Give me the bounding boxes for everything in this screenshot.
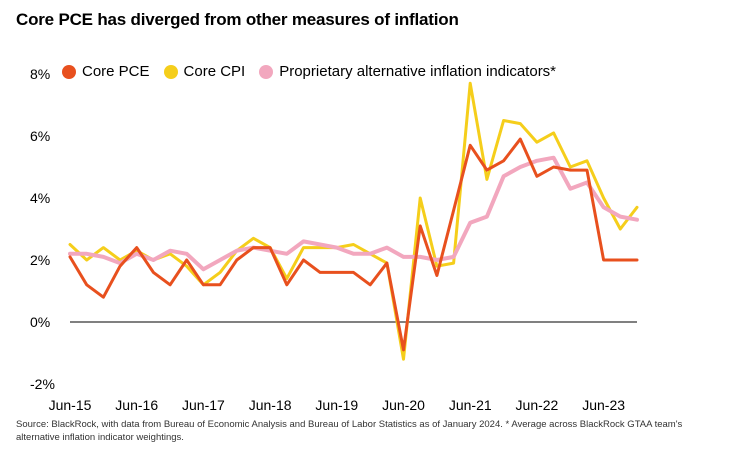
y-tick-label: 4% <box>30 190 50 206</box>
x-tick-label: Jun-20 <box>382 397 425 413</box>
chart-title: Core PCE has diverged from other measure… <box>16 10 459 29</box>
y-tick-label: 0% <box>30 314 50 330</box>
legend-item-core-cpi: Core CPI <box>163 63 246 80</box>
legend-swatch-core-cpi <box>163 64 178 79</box>
series-layer <box>68 81 639 361</box>
y-axis: 8% 6% 4% 2% 0% -2% <box>30 66 55 392</box>
x-tick-label: Jun-19 <box>315 397 358 413</box>
legend-label-core-cpi: Core CPI <box>183 63 246 80</box>
y-tick-label: 2% <box>30 252 50 268</box>
x-tick-label: Jun-18 <box>249 397 292 413</box>
x-tick-label: Jun-15 <box>49 397 92 413</box>
legend-item-core-pce: Core PCE <box>62 63 150 80</box>
legend-item-alt-indicators: Proprietary alternative inflation indica… <box>259 63 556 80</box>
legend-label-alt-indicators: Proprietary alternative inflation indica… <box>279 63 557 80</box>
x-tick-label: Jun-17 <box>182 397 225 413</box>
x-tick-label: Jun-23 <box>582 397 625 413</box>
source-note: Source: BlackRock, with data from Bureau… <box>16 419 683 443</box>
legend-swatch-alt-indicators <box>259 64 274 79</box>
y-tick-label: -2% <box>30 376 55 392</box>
x-tick-label: Jun-21 <box>449 397 492 413</box>
core-pce-line <box>68 137 639 352</box>
y-tick-label: 6% <box>30 128 50 144</box>
x-tick-label: Jun-16 <box>115 397 158 413</box>
alt-indicators-line <box>68 155 639 272</box>
y-tick-label: 8% <box>30 66 50 82</box>
legend-swatch-core-pce <box>62 64 76 79</box>
chart-legend: Core PCE Core CPI Proprietary alternativ… <box>62 63 570 80</box>
legend-label-core-pce: Core PCE <box>82 63 150 80</box>
core-cpi-line <box>68 81 639 361</box>
x-tick-label: Jun-22 <box>516 397 559 413</box>
x-axis: Jun-15 Jun-16 Jun-17 Jun-18 Jun-19 Jun-20 Jun-… <box>49 397 626 413</box>
